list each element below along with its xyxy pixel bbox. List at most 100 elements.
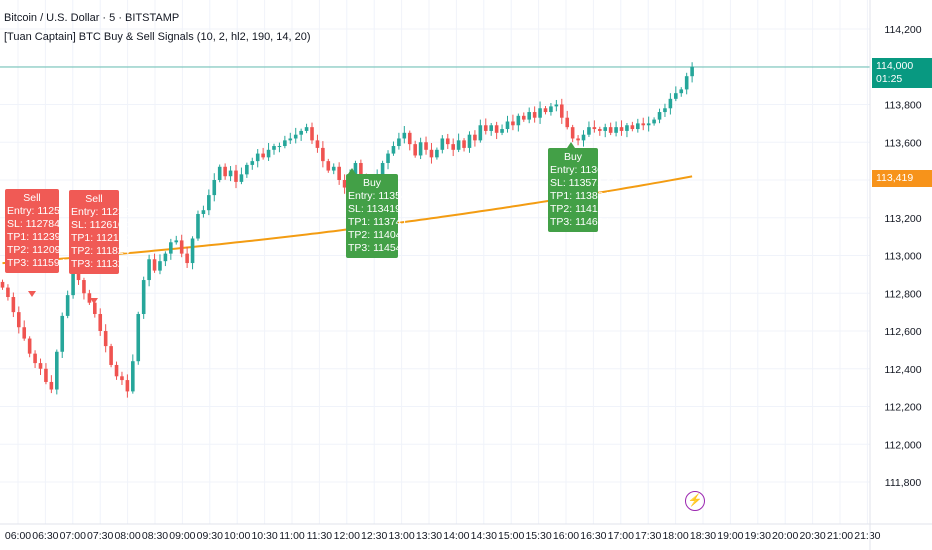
candle-body: [283, 140, 287, 147]
candle-body: [483, 125, 488, 131]
candle-body: [120, 376, 124, 381]
price-tick-label: 112,200: [884, 402, 921, 414]
candle-body: [190, 238, 195, 264]
candle-body: [603, 127, 608, 131]
candle-body: [657, 112, 662, 120]
candle-body: [196, 213, 200, 239]
candle-body: [299, 130, 303, 135]
candle-body: [440, 138, 445, 150]
candle-body: [22, 327, 27, 339]
candle-body: [234, 170, 238, 182]
candle-body: [559, 104, 564, 118]
signal-tp2: TP2: 112094: [7, 244, 67, 256]
candle-body: [473, 134, 477, 141]
time-tick-label: 15:30: [525, 530, 551, 542]
candle-body: [429, 149, 434, 158]
candle-body: [293, 134, 298, 139]
sell-signal-label: Sell Entry: 112324 SL: 112610.36 TP1: 11…: [69, 190, 139, 274]
price-tick-label: 112,400: [884, 364, 921, 376]
candle-body: [207, 195, 211, 211]
price-tick-label: 113,000: [884, 251, 921, 263]
candle-body: [217, 166, 222, 180]
candle-body: [391, 146, 396, 154]
candle-body: [456, 140, 461, 150]
candle-body: [554, 104, 559, 107]
time-tick-label: 21:00: [827, 530, 853, 542]
candle-body: [103, 331, 108, 347]
candle-body: [288, 138, 293, 141]
candle-body: [500, 129, 504, 133]
candle-body: [6, 287, 10, 298]
candle-body: [641, 123, 646, 126]
candle-body: [576, 138, 580, 141]
chart-grid: [0, 0, 870, 524]
candle-body: [65, 295, 70, 316]
candle-body: [223, 166, 227, 177]
candle-body: [467, 134, 472, 148]
candle-body: [272, 146, 276, 150]
indicator-title[interactable]: [Tuan Captain] BTC Buy & Sell Signals (1…: [4, 31, 311, 43]
candle-body: [516, 115, 521, 126]
time-tick-label: 14:30: [471, 530, 497, 542]
candle-body: [266, 149, 271, 158]
candle-body: [185, 253, 189, 264]
signal-tp2: TP2: 111824: [71, 245, 130, 257]
candle-body: [478, 125, 483, 141]
candle-body: [386, 153, 390, 164]
signal-sl: SL: 112610.36: [71, 219, 139, 231]
candle-body: [435, 149, 439, 158]
candle-body: [592, 127, 597, 130]
candle-body: [326, 161, 331, 171]
candle-body: [549, 106, 553, 113]
candle-body: [55, 351, 59, 390]
time-tick-label: 10:00: [224, 530, 250, 542]
candle-body: [462, 140, 466, 148]
candle-body: [331, 166, 336, 171]
price-tick-label: 113,800: [884, 100, 921, 112]
signal-type: Buy: [563, 151, 583, 163]
candle-body: [494, 125, 499, 133]
candle-body: [353, 163, 358, 177]
symbol-title[interactable]: Bitcoin / U.S. Dollar · 5 · BITSTAMP: [4, 12, 180, 24]
candle-body: [359, 163, 363, 179]
time-tick-label: 21:30: [854, 530, 880, 542]
signal-entry: Entry: 112594: [7, 205, 72, 217]
signal-pointers: [28, 142, 575, 304]
candle-body: [527, 112, 532, 120]
signal-tp3: TP3: 114684: [550, 216, 610, 228]
candle-body: [0, 281, 5, 288]
ma-price-value: 113,419: [876, 172, 914, 184]
candle-body: [255, 153, 260, 162]
price-tick-label: 111,800: [885, 477, 922, 489]
candle-body: [636, 123, 640, 130]
candle-body: [625, 125, 629, 131]
lightning-icon[interactable]: ⚡: [685, 491, 705, 511]
candle-body: [277, 146, 282, 148]
candle-body: [109, 346, 113, 365]
candle-body: [570, 127, 575, 139]
time-tick-label: 16:30: [580, 530, 606, 542]
buy-pointer: [348, 168, 356, 174]
price-tick-label: 114,200: [884, 24, 921, 36]
candle-body: [587, 127, 591, 135]
last-price-tag: 114,000 01:25: [872, 58, 932, 88]
candle-body: [663, 108, 667, 113]
time-tick-label: 12:00: [334, 530, 360, 542]
candle-countdown: 01:25: [876, 73, 903, 85]
candle-body: [82, 280, 86, 294]
time-tick-label: 07:30: [87, 530, 113, 542]
signal-sl: SL: 113571.13: [550, 177, 618, 189]
time-tick-label: 15:00: [498, 530, 524, 542]
candle-body: [136, 314, 141, 362]
candle-body: [114, 364, 119, 377]
time-tick-label: 13:30: [416, 530, 442, 542]
candle-body: [163, 253, 168, 262]
candle-body: [261, 153, 265, 158]
candle-body: [418, 142, 423, 156]
signal-tp1: TP1: 112394: [7, 231, 67, 243]
candle-body: [38, 363, 43, 369]
price-tick-label: 112,800: [884, 288, 921, 300]
candle-body: [674, 93, 678, 99]
candle-body: [489, 125, 493, 131]
